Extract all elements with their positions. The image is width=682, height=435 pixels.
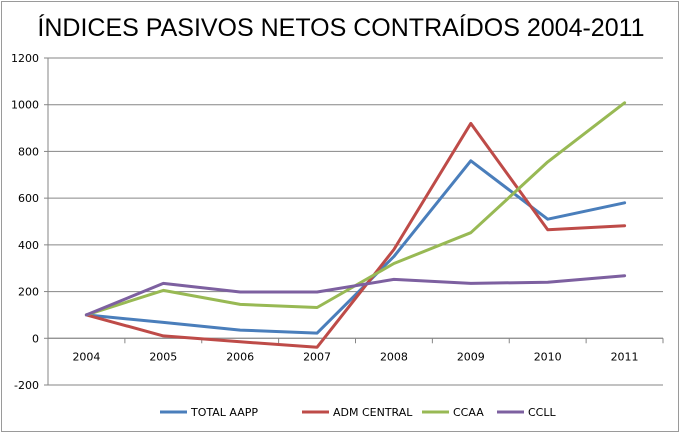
axes: -200 0 200 400 600 800 1000 1200 2004 2005 2006 200… [11,52,664,392]
series-line-adm-central [84,121,627,349]
y-tick-label: 800 [18,145,39,158]
x-tick-label-2009: 2009 [457,350,485,363]
chart-title: ÍNDICES PASIVOS NETOS CONTRAÍDOS 2004-20… [37,13,644,42]
series-line-ccll [84,274,627,317]
legend-label-adm-central: ADM CENTRAL [333,406,413,419]
legend-label-ccll: CCLL [528,406,556,419]
legend: TOTAL AAPP ADM CENTRAL CCAA CCLL [160,406,556,419]
y-tick-label: 600 [18,192,39,205]
legend-label-ccaa: CCAA [453,406,484,419]
x-tick-label-2007: 2007 [303,350,331,363]
y-tick-label: 1200 [11,52,39,65]
legend-label-total-aapp: TOTAL AAPP [190,406,258,419]
x-tick-label-2008: 2008 [380,350,408,363]
x-tick-label-2006: 2006 [226,350,254,363]
x-tick-label-2005: 2005 [149,350,177,363]
gridlines [48,57,663,386]
x-tick-label-2010: 2010 [534,350,562,363]
y-tick-label: 200 [18,286,39,299]
x-tick-label-2011: 2011 [611,350,639,363]
series-lines [84,101,627,349]
y-tick-label: 1000 [11,99,39,112]
y-tick-label: 0 [32,332,39,345]
y-tick-label: 400 [18,239,39,252]
y-tick-label: -200 [14,379,39,392]
x-tick-label-2004: 2004 [72,350,100,363]
series-line-total-aapp [84,159,627,335]
